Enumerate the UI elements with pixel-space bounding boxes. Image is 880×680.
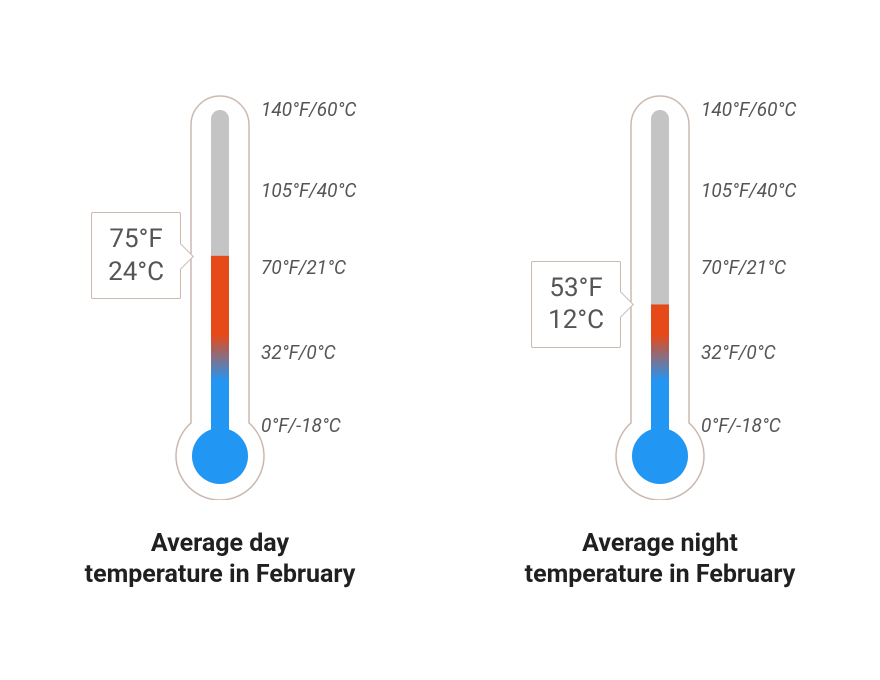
reading-celsius: 24°C (108, 256, 164, 289)
scale-tick-label: 70°F/21°C (701, 256, 786, 279)
scale-tick-label: 140°F/60°C (261, 98, 356, 121)
thermometer-fill (211, 256, 229, 432)
caption-line: Average day (85, 528, 356, 559)
thermometer-graphic: 140°F/60°C 105°F/40°C 70°F/21°C 32°F/0°C 0°F… (470, 80, 850, 510)
thermometer-day: 140°F/60°C 105°F/40°C 70°F/21°C 32°F/0°C 0°F… (30, 80, 410, 591)
reading-celsius: 12°C (548, 304, 604, 337)
thermometer-caption: Average nighttemperature in February (525, 528, 796, 591)
reading-callout: 53°F12°C (531, 261, 621, 348)
reading-callout: 75°F24°C (91, 212, 181, 299)
scale-tick-label: 70°F/21°C (261, 256, 346, 279)
scale-tick-label: 0°F/-18°C (261, 414, 341, 437)
scale-tick-label: 105°F/40°C (261, 179, 356, 202)
scale-tick-label: 105°F/40°C (701, 179, 796, 202)
thermometer-graphic: 140°F/60°C 105°F/40°C 70°F/21°C 32°F/0°C 0°F… (30, 80, 410, 510)
scale-tick-label: 140°F/60°C (701, 98, 796, 121)
thermometer-fill (651, 304, 669, 432)
thermometer-bulb (192, 428, 248, 484)
caption-line: temperature in February (525, 559, 796, 590)
thermometer-bulb (632, 428, 688, 484)
caption-line: Average night (525, 528, 796, 559)
thermometer-caption: Average daytemperature in February (85, 528, 356, 591)
caption-line: temperature in February (85, 559, 356, 590)
scale-tick-label: 32°F/0°C (261, 341, 336, 364)
reading-fahrenheit: 75°F (108, 223, 164, 256)
scale-tick-label: 0°F/-18°C (701, 414, 781, 437)
thermometer-night: 140°F/60°C 105°F/40°C 70°F/21°C 32°F/0°C 0°F… (470, 80, 850, 591)
scale-tick-label: 32°F/0°C (701, 341, 776, 364)
thermometer-pair: 140°F/60°C 105°F/40°C 70°F/21°C 32°F/0°C 0°F… (0, 0, 880, 680)
reading-fahrenheit: 53°F (548, 272, 604, 305)
